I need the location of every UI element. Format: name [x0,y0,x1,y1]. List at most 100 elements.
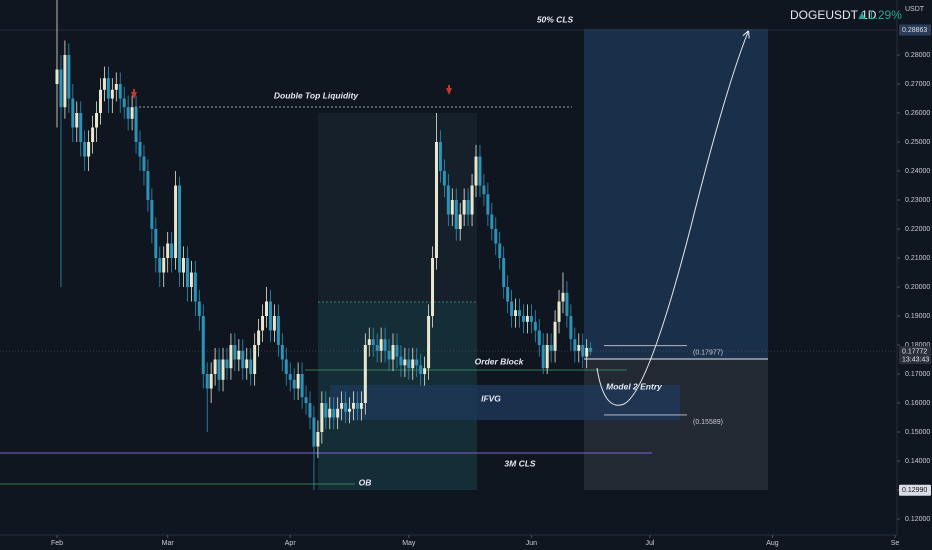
candle-body [525,316,529,322]
candle-body [162,258,166,273]
candle-body [158,258,162,273]
candle-body [233,344,237,360]
y-tick-label: 0.24000 [905,168,930,175]
candle-body [79,113,83,143]
y-tick-label: 0.23000 [905,197,930,204]
candle-body [83,142,87,157]
annotation: Order Block [475,356,525,366]
candle-body [320,402,324,432]
candle-body [304,397,308,403]
candle-body [241,350,245,369]
candle-body [383,339,387,351]
candle-body [375,344,379,351]
candle-body [178,185,182,273]
candle-body [308,402,312,418]
candle-body [391,344,395,360]
candle-body [261,316,265,331]
x-tick-label: Mar [162,540,175,547]
candle-body [363,344,367,403]
candle-body [118,84,122,99]
candle-body [478,156,482,186]
candle-body [474,156,478,186]
y-tick-label: 0.27000 [905,81,930,88]
level-label: (0.17977) [693,350,723,357]
candle-body [557,301,561,322]
candle-body [351,402,355,409]
risk-zone [584,359,768,490]
candle-body [545,344,549,369]
candle-body [154,229,158,259]
candle-body [569,316,573,340]
candle-body [257,330,261,345]
red-arrow [131,89,137,99]
candle-body [549,344,553,351]
candle-body [359,402,363,409]
candle-body [434,142,438,259]
candle-body [462,200,466,215]
candle-body [585,347,589,357]
y-tick-label: 0.19000 [905,313,930,320]
annotation: IFVG [481,393,501,403]
annotation: Double Top Liquidity [274,90,359,100]
candle-body [205,373,209,389]
candle-body [237,350,241,360]
candle-body [458,214,462,230]
candle-body [63,55,67,108]
candle-body [245,359,249,369]
annotation: OB [359,477,372,487]
candle-body [201,316,205,374]
candle-body [431,258,435,317]
candle-body [102,78,106,90]
y-tick-label: 0.16000 [905,400,930,407]
candle-body [193,272,197,302]
candle-body [427,316,431,369]
candle-body [138,142,142,157]
candle-body [265,301,269,317]
zones [0,29,897,490]
x-tick-label: Apr [285,540,297,547]
ifvg-zone [330,385,680,420]
y-tick-label: 0.17000 [905,371,930,378]
price-tag-label: 0.17772 [902,348,927,355]
candle-body [502,258,506,288]
candle-body [553,321,557,351]
candle-body [577,344,581,351]
candle-body [122,98,126,108]
candle-body [379,339,383,351]
candle-body [399,356,403,366]
annotation: 50% CLS [537,14,574,24]
candle-body [288,373,292,380]
candle-body [561,292,565,302]
candle-body [312,417,316,447]
price-tag-label: 0.12990 [902,487,927,494]
candle-body [189,272,193,288]
candle-body [181,258,185,273]
candle-body [454,200,458,230]
y-tick-label: 0.25000 [905,139,930,146]
countdown: 13:43:43 [902,356,929,363]
price-tag-box [899,24,931,36]
candle-body [170,243,174,259]
candle-body [450,200,454,215]
candle-body [229,344,233,369]
y-tick-label: 0.20000 [905,284,930,291]
symbol-title: DOGEUSDT 1D [790,8,877,22]
level-label: (0.15589) [693,419,723,426]
annotation: Model 2 Entry [606,381,663,391]
price-tag-box [899,484,931,496]
candle-body [438,142,442,172]
candle-body [217,359,221,380]
candle-body [506,287,510,302]
y-tick-label: 0.18000 [905,342,930,349]
candle-body [75,113,79,128]
candle-body [419,365,423,374]
candle-body [324,402,328,418]
candle-body [253,344,257,374]
candle-body [146,171,150,201]
candle-body [67,55,71,99]
candle-body [537,330,541,345]
candle-body [415,359,419,366]
currency: USDT [905,6,925,13]
annotation: 3M CLS [504,458,536,468]
candle-body [514,310,518,317]
